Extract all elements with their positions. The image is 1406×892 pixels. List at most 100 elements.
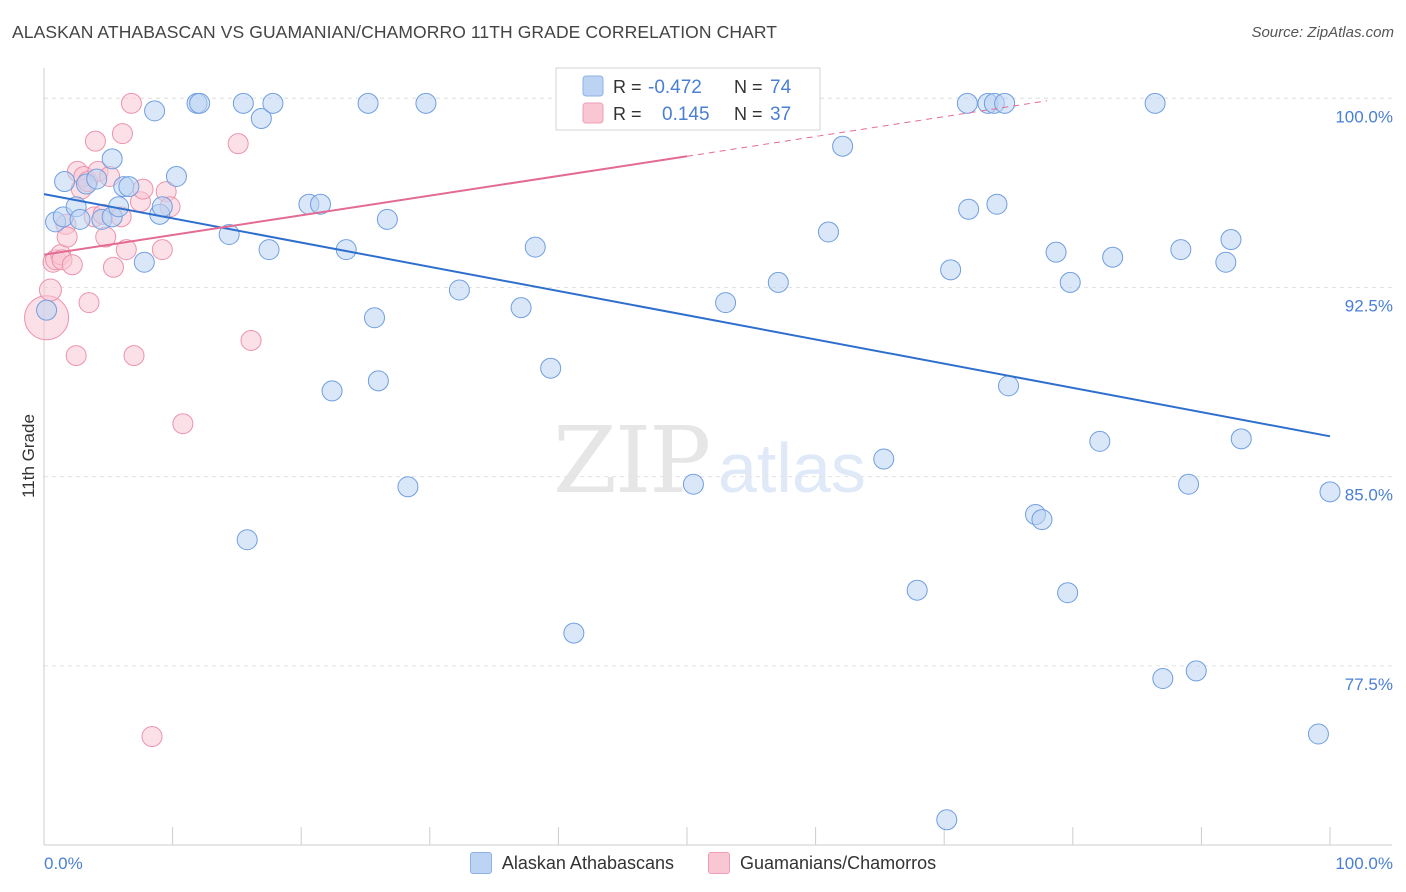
- athabascan-point: [357, 92, 379, 114]
- chart-title: ALASKAN ATHABASCAN VS GUAMANIAN/CHAMORRO…: [12, 22, 778, 42]
- athabascan-point: [250, 107, 272, 129]
- gridlines: [44, 97, 1392, 667]
- guamanian-point: [102, 256, 124, 278]
- y-tick-label: 77.5%: [1345, 675, 1393, 694]
- athabascan-point: [906, 579, 928, 601]
- legend-swatch-pink: [708, 852, 731, 874]
- stats-n-label-2: N =: [734, 104, 763, 124]
- watermark-atlas: atlas: [718, 429, 866, 507]
- athabascan-point: [817, 221, 839, 243]
- guamanian-trend-line: [43, 155, 688, 256]
- athabascan-point: [956, 92, 978, 114]
- guamanian-trend-extension: [686, 100, 1048, 157]
- athabascan-point: [1185, 660, 1207, 682]
- athabascan-point: [958, 198, 980, 220]
- legend-swatch-blue: [469, 852, 492, 874]
- athabascan-point: [262, 92, 284, 114]
- athabascan-point: [376, 208, 398, 230]
- athabascan-point: [1045, 241, 1067, 263]
- athabascan-point: [54, 171, 76, 193]
- legend-entry-athabascans[interactable]: Alaskan Athabascans: [469, 852, 675, 874]
- athabascan-point: [118, 176, 140, 198]
- athabascan-point: [236, 529, 258, 551]
- athabascan-point: [986, 193, 1008, 215]
- athabascan-point: [715, 292, 737, 314]
- source-credit: Source: ZipAtlas.com: [1251, 24, 1394, 41]
- athabascan-point: [448, 279, 470, 301]
- guamanian-point: [172, 413, 194, 435]
- athabascan-points: [36, 92, 1341, 831]
- guamanian-point: [78, 292, 100, 314]
- stats-r-label-2: R =: [613, 104, 642, 124]
- athabascan-point: [1230, 428, 1252, 450]
- athabascan-point: [832, 135, 854, 157]
- x-tick-label-max: 100.0%: [1335, 854, 1393, 873]
- y-tick-label: 85.0%: [1345, 486, 1393, 505]
- athabascan-point: [36, 299, 58, 321]
- legend-label-guamanians: Guamanians/Chamorros: [740, 852, 937, 873]
- guamanian-point: [151, 239, 173, 261]
- x-ticks: [43, 827, 1331, 845]
- y-tick-label: 92.5%: [1345, 296, 1393, 315]
- watermark-zip: ZIP: [553, 407, 709, 514]
- athabascan-point: [1215, 251, 1237, 273]
- y-tick-labels: 77.5% 85.0% 92.5% 100.0%: [1335, 107, 1393, 694]
- athabascan-point: [144, 100, 166, 122]
- athabascan-point: [540, 357, 562, 379]
- legend-entry-guamanians[interactable]: Guamanians/Chamorros: [708, 852, 936, 874]
- athabascan-point: [165, 165, 187, 187]
- athabascan-point: [873, 448, 895, 470]
- stats-r-value-2: 0.145: [662, 104, 710, 125]
- athabascan-point: [682, 473, 704, 495]
- guamanian-point: [227, 133, 249, 155]
- athabascan-point: [563, 622, 585, 644]
- athabascan-point: [151, 196, 173, 218]
- athabascan-point: [1089, 430, 1111, 452]
- athabascan-point: [258, 239, 280, 261]
- guamanian-point: [61, 254, 83, 276]
- athabascan-point: [189, 92, 211, 114]
- guamanian-point: [123, 345, 145, 367]
- bottom-legend: Alaskan Athabascans Guamanians/Chamorros: [0, 852, 1406, 874]
- athabascan-point: [1059, 271, 1081, 293]
- stats-n-value-2: 37: [770, 104, 791, 125]
- athabascan-point: [397, 476, 419, 498]
- stats-n-label-1: N =: [734, 77, 763, 97]
- guamanian-point: [120, 92, 142, 114]
- axes: [43, 68, 1392, 846]
- athabascan-point: [367, 370, 389, 392]
- athabascan-point: [1031, 509, 1053, 531]
- guamanian-point: [56, 226, 78, 248]
- y-tick-label: 100.0%: [1335, 107, 1393, 126]
- athabascan-point: [1057, 582, 1079, 604]
- athabascan-point: [936, 809, 958, 831]
- stats-swatch-blue: [582, 75, 604, 97]
- guamanian-point: [240, 329, 262, 351]
- stats-r-value-1: -0.472: [648, 77, 702, 98]
- athabascan-point: [998, 375, 1019, 397]
- athabascan-point: [232, 92, 254, 114]
- guamanian-point: [38, 278, 62, 302]
- athabascan-point: [1170, 239, 1192, 261]
- athabascan-point: [1319, 481, 1341, 503]
- athabascan-point: [524, 236, 546, 258]
- legend-label-athabascans: Alaskan Athabascans: [501, 852, 675, 873]
- athabascan-point: [1307, 723, 1329, 745]
- athabascan-point: [415, 92, 437, 114]
- stats-r-label-1: R =: [613, 77, 642, 97]
- athabascan-point: [510, 297, 532, 319]
- trend-lines: [43, 100, 1331, 438]
- guamanian-point: [111, 123, 133, 145]
- athabascan-point: [309, 193, 331, 215]
- athabascan-point: [994, 92, 1016, 114]
- athabascan-point: [767, 271, 789, 293]
- athabascan-point: [86, 168, 108, 190]
- stats-n-value-1: 74: [770, 77, 792, 98]
- athabascan-point: [364, 307, 386, 329]
- guamanian-point: [84, 130, 106, 152]
- guamanian-point: [141, 726, 163, 748]
- athabascan-point: [321, 380, 343, 402]
- athabascan-point: [1220, 229, 1242, 251]
- athabascan-point: [1178, 473, 1200, 495]
